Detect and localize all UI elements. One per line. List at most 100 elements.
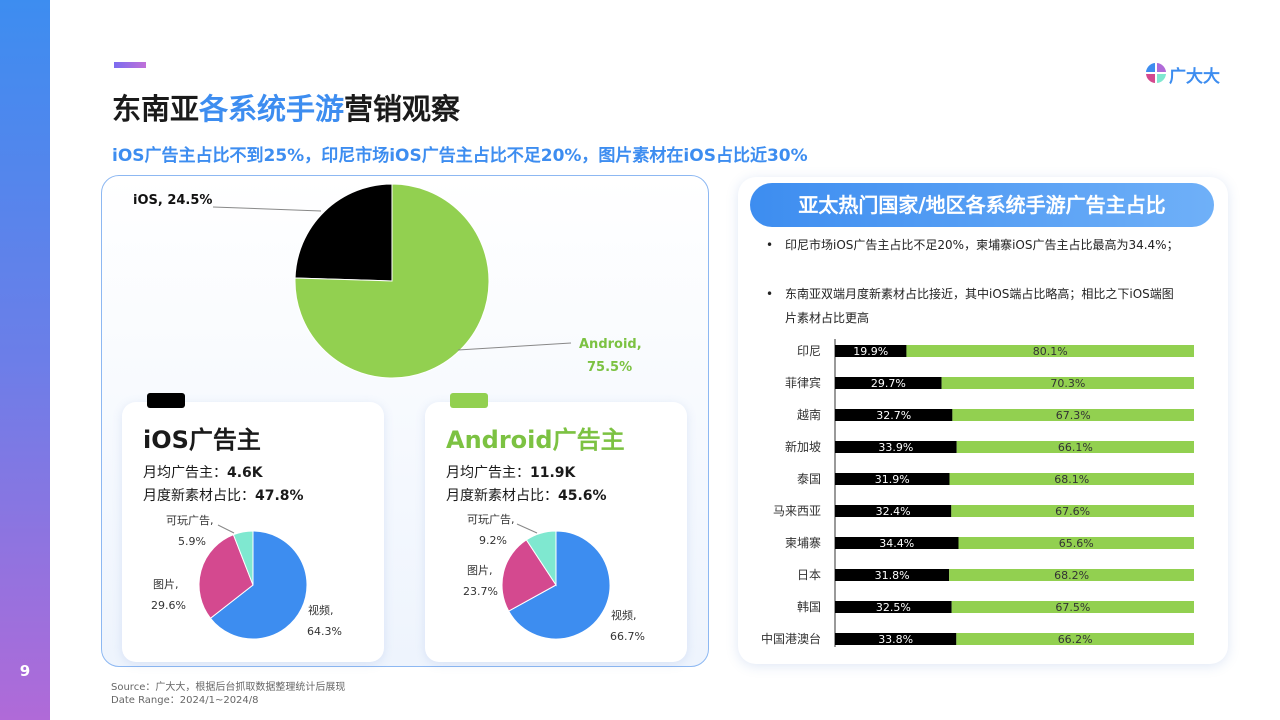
android-card-title: Android广告主 [446,426,625,454]
bar-segment-ios [835,441,957,453]
leader-line-ios [212,206,322,212]
bar-segment-ios [835,633,957,645]
title-part1: 东南亚 [112,92,200,126]
bar-value-label-android: 67.5% [1055,601,1090,614]
bar-segment-android [956,633,1194,645]
pie-label-android-value: 75.5% [587,360,632,375]
bar-segment-ios [835,569,950,581]
category-label: 新加坡 [785,439,821,454]
brand-logo-text: 广大大 [1169,67,1220,87]
page-title: 东南亚各系统手游营销观察 [112,86,460,128]
ios-monthly-advertisers-value: 4.6K [227,465,263,481]
bar-value-label-ios: 33.9% [878,441,913,454]
category-label: 柬埔寨 [785,535,821,550]
pie-label-android-name: Android, [579,337,642,352]
leader-line-android [457,342,572,351]
android-monthly-advertisers-label: 月均广告主： [446,465,530,481]
bullet-dot: • [766,238,774,252]
android-new-creative-ratio-label: 月度新素材占比： [446,488,558,504]
bar-segment-android [949,473,1194,485]
pie-label-image-name: 图片, [467,564,493,577]
pie-slice-playable [232,530,254,586]
source-note: Source：广大大，根据后台抓取数据整理统计后展现 Date Range：20… [111,681,345,707]
ios-tag [147,393,185,408]
bar-segment-ios [835,537,959,549]
pie-label-playable-value: 5.9% [178,535,206,548]
bar-segment-android [952,409,1194,421]
category-label: 日本 [797,568,821,582]
pie-slice-playable [525,530,557,587]
ios-android-pie-chart: iOS, 24.5% Android, 75.5% [133,183,642,379]
pie-label-image-value: 23.7% [463,585,498,598]
pie-slice-ios [294,183,393,282]
title-accent-bar [114,62,146,68]
ios-creative-type-pie-chart: 视频, 64.3% 图片, 29.6% 可玩广告, 5.9% [151,514,342,640]
ios-new-creative-ratio: 月度新素材占比：47.8% [143,485,304,505]
pie-label-playable-name: 可玩广告, [467,513,515,526]
bar-segment-android [956,441,1194,453]
bar-segment-android [951,505,1194,517]
ios-new-creative-ratio-value: 47.8% [255,488,304,504]
bar-value-label-ios: 31.9% [875,473,910,486]
bar-value-label-ios: 19.9% [853,345,888,358]
insight-bullet-2: 东南亚双端月度新素材占比接近，其中iOS端占比略高；相比之下iOS端图片素材占比… [785,287,1174,325]
title-part2: 营销观察 [344,92,461,126]
bar-value-label-ios: 29.7% [871,377,906,390]
pie-label-video-name: 视频, [308,603,334,617]
bar-value-label-android: 65.6% [1059,537,1094,550]
category-label: 越南 [797,407,821,422]
bar-segment-ios [835,377,942,389]
bullet-dot: • [766,287,774,301]
leader-line-playable [217,524,235,534]
pie-slice-video [508,530,611,640]
bar-value-label-ios: 32.4% [876,505,911,518]
side-accent-bar [0,0,50,720]
bar-value-label-ios: 34.4% [879,537,914,550]
bar-segment-ios [835,409,953,421]
leader-line-playable [516,523,538,534]
page-subtitle: iOS广告主占比不到25%，印尼市场iOS广告主占比不足20%，图片素材在iOS… [112,146,808,166]
source-line: Source：广大大，根据后台抓取数据整理统计后展现 [111,682,346,693]
bar-value-label-android: 80.1% [1033,345,1068,358]
bar-value-label-android: 68.1% [1054,473,1089,486]
bar-segment-android [941,377,1194,389]
bar-segment-ios [835,473,950,485]
bar-value-label-android: 66.2% [1058,633,1093,646]
country-stacked-bar-chart: 印尼 19.9% 80.1% 菲律宾 29.7% 70.3% 越南 32.7% 67.3% 新加坡… [761,339,1194,647]
bar-value-label-ios: 32.5% [876,601,911,614]
android-tag [450,393,488,408]
brand-logo-icon [1146,63,1166,83]
bar-value-label-ios: 32.7% [876,409,911,422]
bar-value-label-android: 67.6% [1055,505,1090,518]
page-number: 9 [19,662,31,680]
pie-label-video-value: 66.7% [610,630,645,643]
android-monthly-advertisers-value: 11.9K [530,465,576,481]
pie-slice-image [501,539,557,612]
android-new-creative-ratio-value: 45.6% [558,488,607,504]
bar-segment-ios [835,601,952,613]
android-creative-type-pie-chart: 视频, 66.7% 图片, 23.7% 可玩广告, 9.2% [463,513,645,643]
pie-label-playable-value: 9.2% [479,534,507,547]
pie-label-ios: iOS, 24.5% [133,193,212,208]
pie-label-video-value: 64.3% [307,625,342,638]
insight-bullet-1: 印尼市场iOS广告主占比不足20%，柬埔寨iOS广告主占比最高为34.4%； [785,238,1179,252]
title-highlight: 各系统手游 [199,92,345,126]
category-label: 菲律宾 [785,375,821,390]
ios-card-title: iOS广告主 [143,426,261,454]
bar-value-label-android: 68.2% [1054,569,1089,582]
category-label: 韩国 [797,599,821,614]
pie-label-image-name: 图片, [153,578,179,591]
ios-monthly-advertisers: 月均广告主：4.6K [143,462,263,482]
date-range-line: Date Range：2024/1~2024/8 [111,695,259,706]
bar-value-label-android: 66.1% [1058,441,1093,454]
bar-segment-android [958,537,1194,549]
pie-slice-android [294,183,490,379]
bar-segment-android [906,345,1194,357]
pie-label-playable-name: 可玩广告, [166,514,214,527]
pie-slice-video [209,530,308,640]
pie-label-video-name: 视频, [611,608,637,622]
pie-slice-image [198,534,254,619]
ios-new-creative-ratio-label: 月度新素材占比： [143,488,255,504]
bar-segment-ios [835,345,907,357]
bar-value-label-ios: 31.8% [875,569,910,582]
